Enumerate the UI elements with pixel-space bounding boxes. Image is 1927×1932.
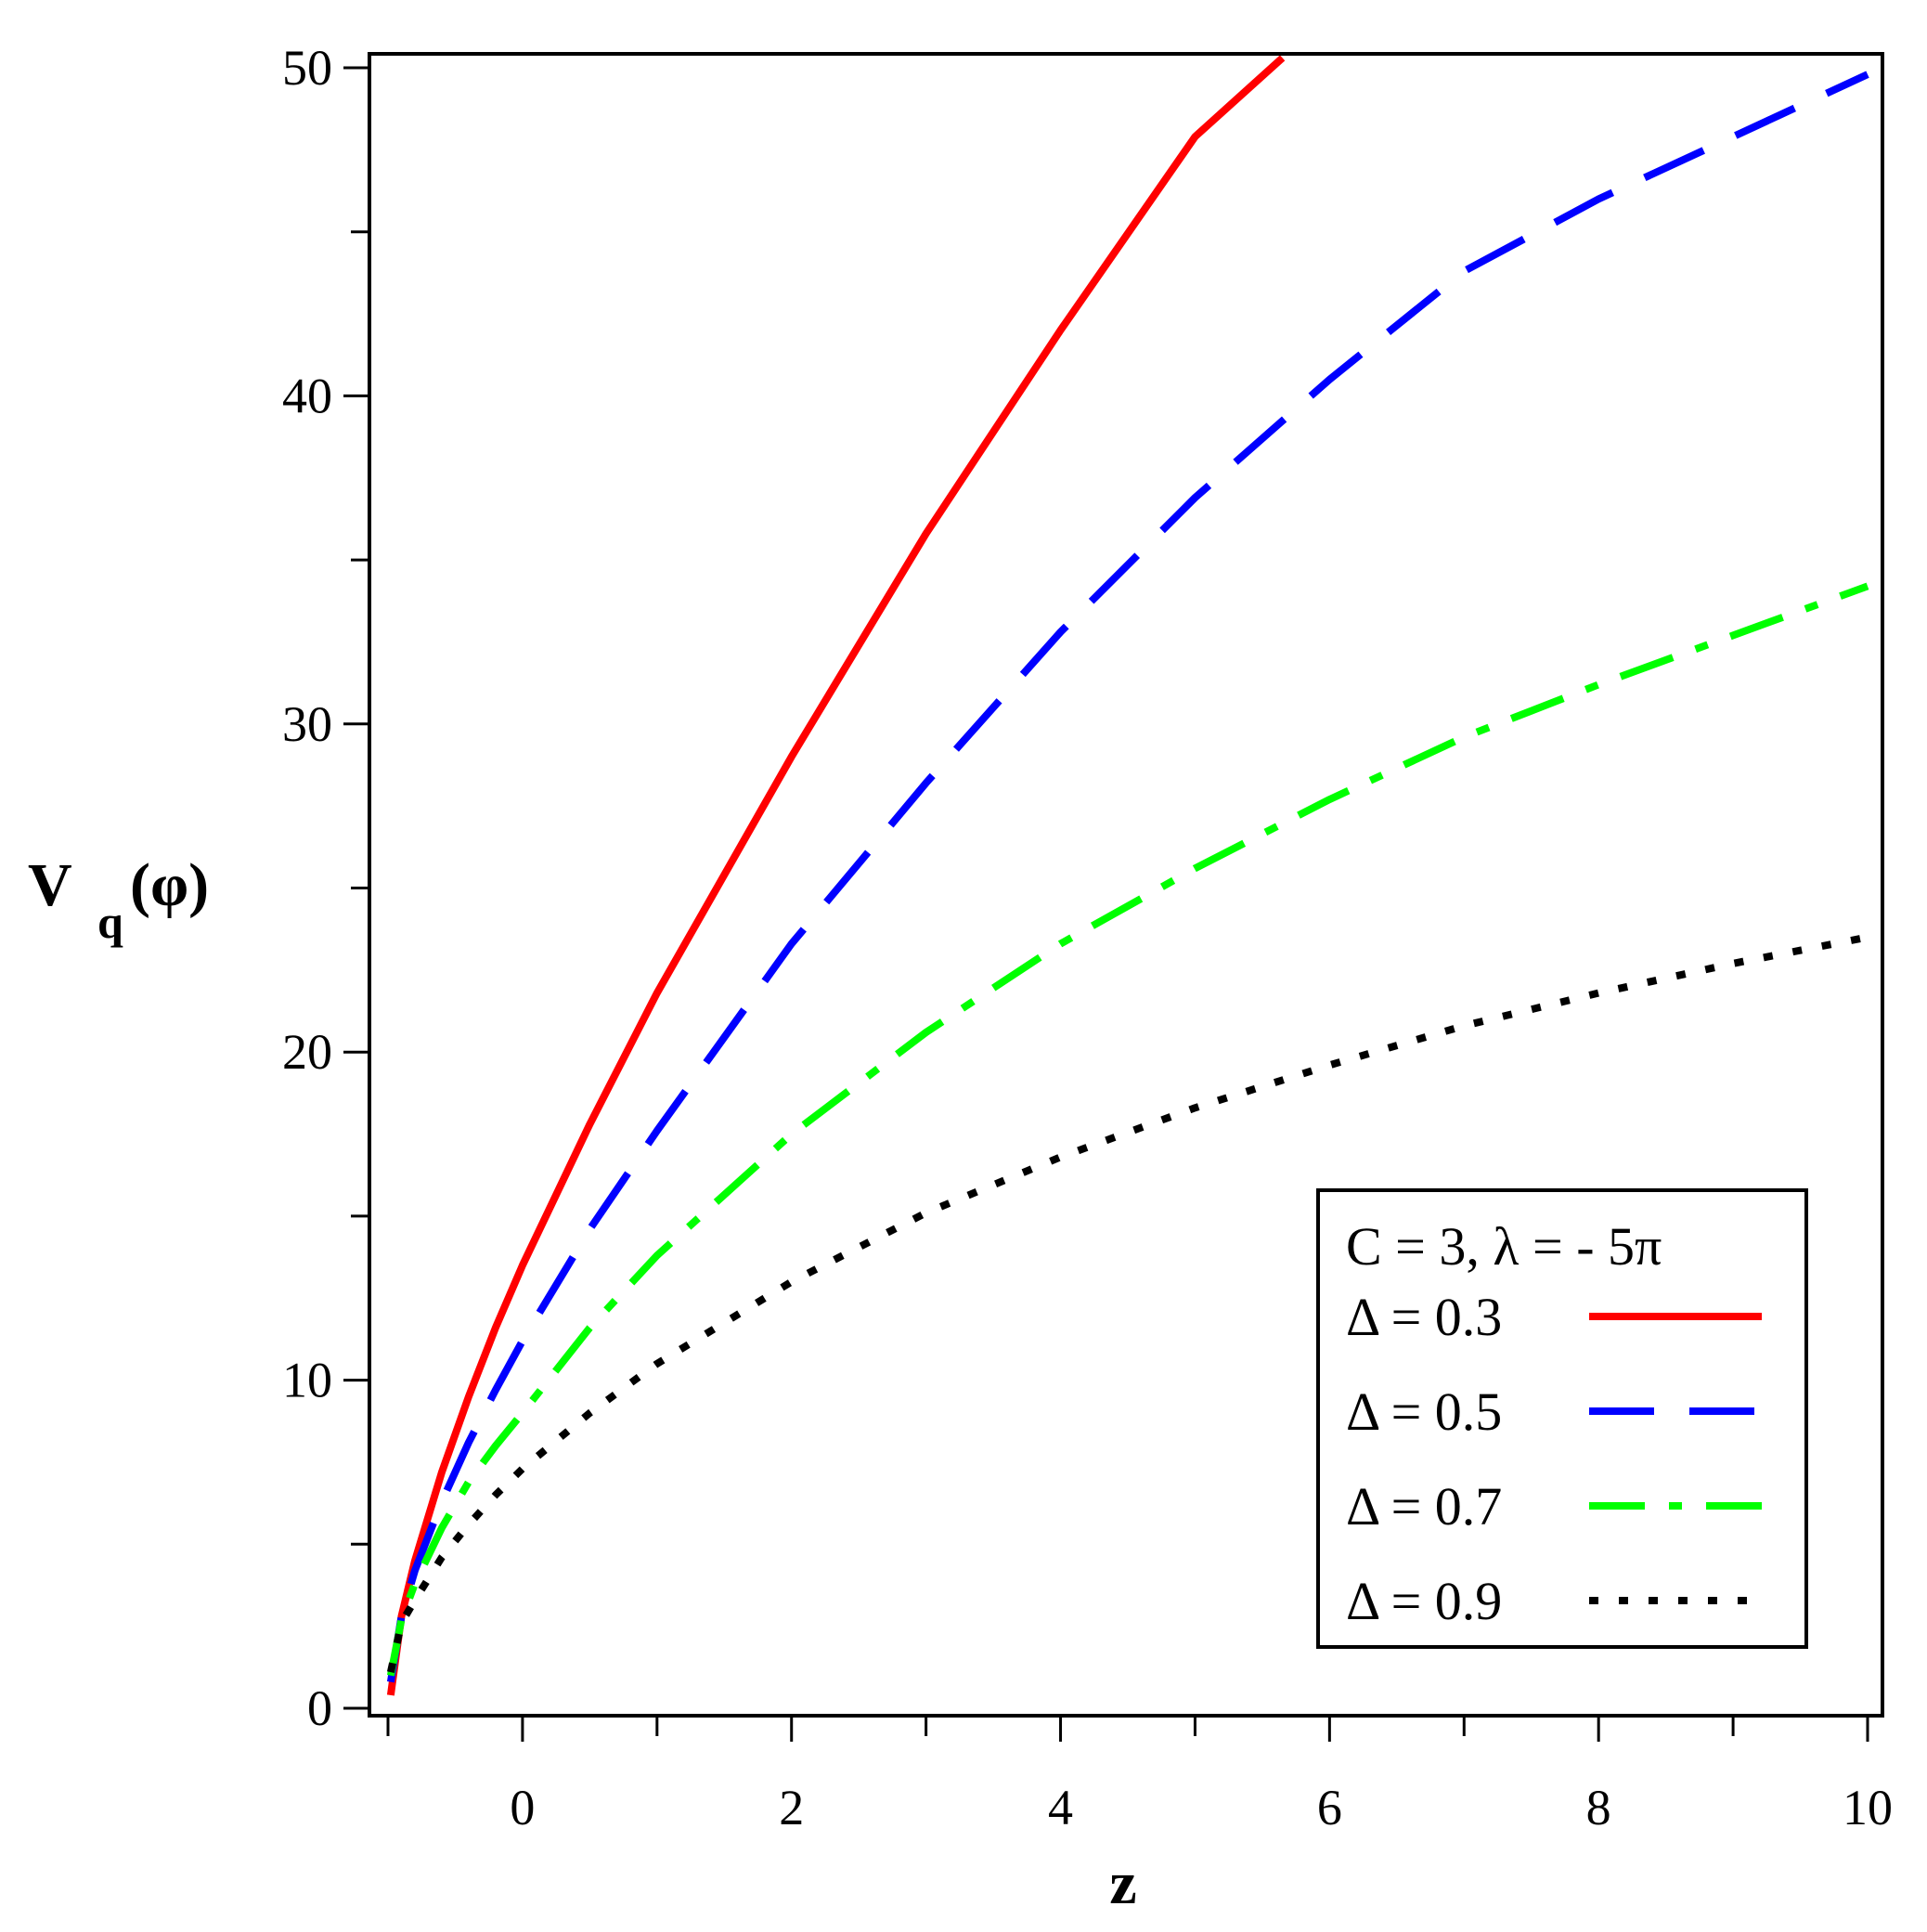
y-tick-label: 0: [307, 1680, 332, 1736]
y-tick-label: 20: [282, 1024, 332, 1080]
x-tick-label: 6: [1317, 1780, 1342, 1835]
axis-layer: 0 2 4 6 8 10 0 10 20 30 40 50: [282, 40, 1893, 1835]
legend-item: Δ = 0.9: [1346, 1571, 1762, 1631]
y-axis-title: V q (φ): [28, 851, 209, 948]
y-axis-title-suffix: (φ): [130, 851, 209, 919]
legend-label: Δ = 0.7: [1346, 1476, 1502, 1537]
y-tick-label: 10: [282, 1353, 332, 1408]
legend-label: Δ = 0.3: [1346, 1287, 1502, 1347]
x-tick-label: 8: [1586, 1780, 1611, 1835]
x-tick-label: 2: [779, 1780, 804, 1835]
series-line-2: [386, 582, 1869, 1677]
series-layer: [386, 55, 1869, 1696]
y-tick-label: 40: [282, 368, 332, 423]
y-tick-label: 50: [282, 40, 332, 96]
y-tick-label: 30: [282, 696, 332, 752]
legend-item: Δ = 0.5: [1346, 1381, 1762, 1442]
legend-label: Δ = 0.5: [1346, 1381, 1502, 1442]
legend-item: Δ = 0.7: [1346, 1476, 1762, 1537]
legend-item: Δ = 0.3: [1346, 1287, 1762, 1347]
series-line-1: [386, 71, 1869, 1683]
x-axis-title: z: [1109, 1849, 1136, 1917]
y-axis-title-subscript: q: [97, 896, 123, 948]
series-line-0: [386, 55, 1286, 1696]
legend-title: C = 3, λ = - 5π: [1346, 1216, 1662, 1277]
legend-label: Δ = 0.9: [1346, 1571, 1502, 1631]
series-line-3: [386, 933, 1869, 1673]
legend: C = 3, λ = - 5π Δ = 0.3Δ = 0.5Δ = 0.7Δ =…: [1316, 1188, 1808, 1649]
legend-items: Δ = 0.3 Δ = 0.5 Δ = 0.7 Δ = 0.9: [1346, 1287, 1762, 1631]
y-axis-title-main: V: [28, 851, 72, 919]
x-tick-label: 10: [1843, 1780, 1893, 1835]
legend-box: [1316, 1188, 1808, 1649]
x-tick-label: 0: [510, 1780, 535, 1835]
plot-frame: [368, 52, 1884, 1718]
x-tick-label: 4: [1048, 1780, 1073, 1835]
